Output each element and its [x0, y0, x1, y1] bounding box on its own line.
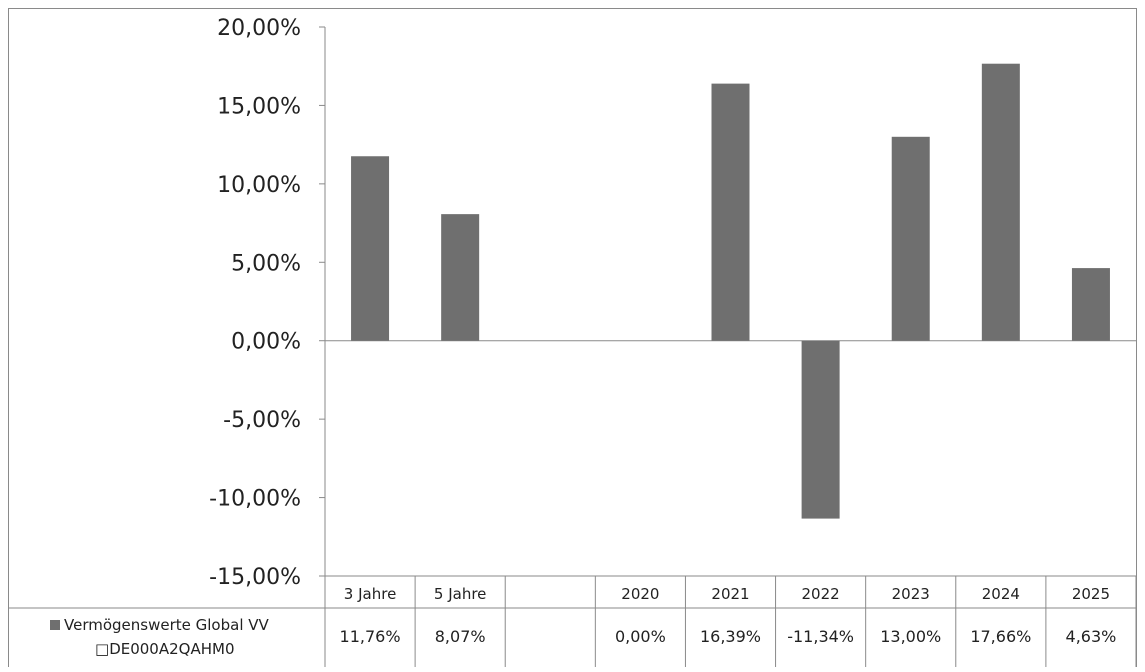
value-label: 17,66%: [970, 627, 1031, 646]
bars: [351, 63, 1110, 519]
legend-swatch: [50, 620, 60, 630]
category-label: 3 Jahre: [344, 585, 397, 603]
bar: [711, 83, 750, 341]
bar: [351, 156, 390, 341]
bar: [441, 214, 480, 341]
legend-series-name: Vermögenswerte Global VV: [64, 616, 270, 634]
y-tick-label: 15,00%: [217, 94, 301, 119]
chart-border: [8, 8, 1137, 669]
value-label: -11,34%: [787, 627, 854, 646]
y-tick-label: 0,00%: [231, 330, 301, 355]
category-label: 2022: [802, 585, 840, 603]
category-label: 2020: [621, 585, 659, 603]
value-label: 0,00%: [615, 627, 666, 646]
value-label: 16,39%: [700, 627, 761, 646]
y-tick-label: 20,00%: [217, 16, 301, 41]
category-label: 2025: [1072, 585, 1110, 603]
category-label: 2024: [982, 585, 1020, 603]
bar: [801, 340, 840, 519]
y-axis: 20,00% 15,00% 10,00% 5,00% 0,00% -5,00% -10,00…: [209, 16, 1136, 590]
value-label: 8,07%: [435, 627, 486, 646]
legend: Vermögenswerte Global VV □DE000A2QAHM0: [50, 616, 270, 658]
y-tick-label: -5,00%: [223, 408, 301, 433]
bar: [891, 136, 930, 341]
value-label: 13,00%: [880, 627, 941, 646]
bar: [981, 63, 1020, 341]
legend-isin-text: DE000A2QAHM0: [109, 640, 234, 658]
category-label: 2021: [711, 585, 749, 603]
category-label: 5 Jahre: [434, 585, 487, 603]
value-label: 4,63%: [1066, 627, 1117, 646]
legend-isin: □DE000A2QAHM0: [95, 640, 234, 658]
y-tick-label: -15,00%: [209, 565, 301, 590]
value-label: 11,76%: [340, 627, 401, 646]
legend-isin-glyph: □: [95, 640, 109, 658]
y-tick-label: -10,00%: [209, 487, 301, 512]
y-tick-label: 10,00%: [217, 173, 301, 198]
data-table: 3 Jahre 11,76% 5 Jahre 8,07% 2020 0,00% 2021 16…: [9, 575, 1137, 668]
bar: [1071, 268, 1110, 341]
category-label: 2023: [892, 585, 930, 603]
y-tick-label: 5,00%: [231, 251, 301, 276]
